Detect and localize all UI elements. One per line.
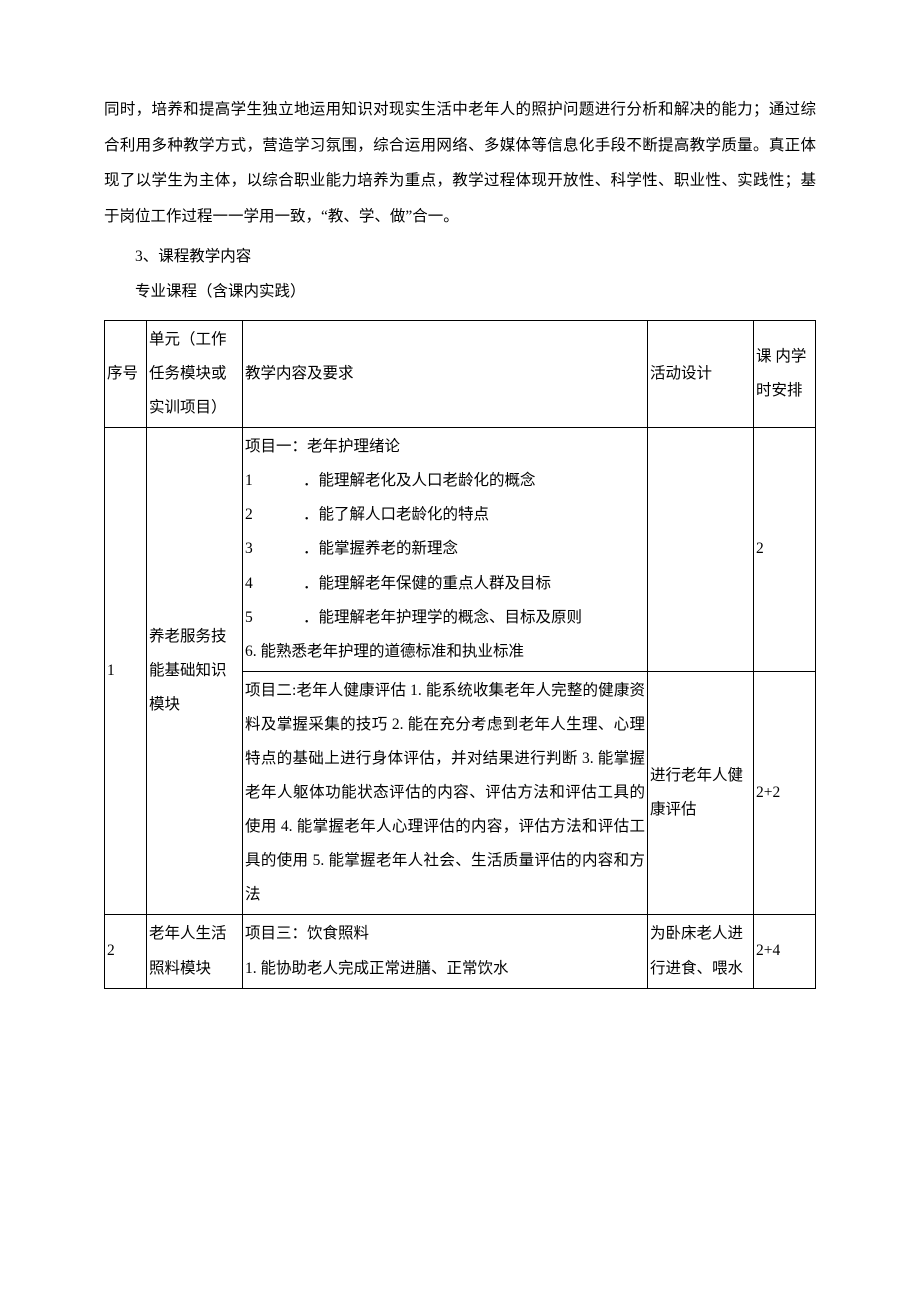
header-hours: 课 内学 时安排 <box>754 320 816 427</box>
project1-item: 2．能了解人口老龄化的特点 <box>245 498 645 532</box>
cell-unit-1: 养老服务技能基础知识模块 <box>147 428 243 915</box>
item-text: ．能理解老年护理学的概念、目标及原则 <box>303 609 582 626</box>
cell-project2: 项目二:老年人健康评估 1. 能系统收集老年人完整的健康资料及掌握采集的技巧 2… <box>243 671 648 915</box>
item-num: 1 <box>245 464 303 498</box>
item-num: 4 <box>245 567 303 601</box>
cell-activity-p1 <box>648 428 754 672</box>
project3-line1: 1. 能协助老人完成正常进膳、正常饮水 <box>245 952 645 986</box>
cell-project1: 项目一：老年护理绪论 1．能理解老化及人口老龄化的概念 2．能了解人口老龄化的特… <box>243 428 648 672</box>
table-row: 1 养老服务技能基础知识模块 项目一：老年护理绪论 1．能理解老化及人口老龄化的… <box>105 428 816 672</box>
item-text: ．能掌握养老的新理念 <box>303 540 458 557</box>
project1-item: 3．能掌握养老的新理念 <box>245 532 645 566</box>
project1-item: 4．能理解老年保健的重点人群及目标 <box>245 567 645 601</box>
project1-title: 项目一：老年护理绪论 <box>245 430 645 464</box>
cell-seq-2: 2 <box>105 915 147 988</box>
sub-heading: 专业课程（含课内实践） <box>104 274 816 310</box>
cell-hours-p1: 2 <box>754 428 816 672</box>
item-text: ．能了解人口老龄化的特点 <box>303 506 489 523</box>
curriculum-table: 序号 单元（工作任务模块或实训项目） 教学内容及要求 活动设计 课 内学 时安排… <box>104 320 816 989</box>
table-header-row: 序号 单元（工作任务模块或实训项目） 教学内容及要求 活动设计 课 内学 时安排 <box>105 320 816 427</box>
section-heading: 3、课程教学内容 <box>104 239 816 275</box>
header-seq: 序号 <box>105 320 147 427</box>
cell-unit-2: 老年人生活照料模块 <box>147 915 243 988</box>
header-content: 教学内容及要求 <box>243 320 648 427</box>
cell-hours-p2: 2+2 <box>754 671 816 915</box>
intro-paragraph: 同时，培养和提高学生独立地运用知识对现实生活中老年人的照护问题进行分析和解决的能… <box>104 92 816 235</box>
cell-seq-1: 1 <box>105 428 147 915</box>
item-num: 5 <box>245 601 303 635</box>
header-unit: 单元（工作任务模块或实训项目） <box>147 320 243 427</box>
cell-hours-p3: 2+4 <box>754 915 816 988</box>
project1-item6: 6. 能熟悉老年护理的道德标准和执业标准 <box>245 635 645 669</box>
table-row: 2 老年人生活照料模块 项目三：饮食照料 1. 能协助老人完成正常进膳、正常饮水… <box>105 915 816 988</box>
item-num: 3 <box>245 532 303 566</box>
project1-item: 1．能理解老化及人口老龄化的概念 <box>245 464 645 498</box>
cell-activity-p3: 为卧床老人进行进食、喂水 <box>648 915 754 988</box>
project3-title: 项目三：饮食照料 <box>245 917 645 951</box>
item-num: 2 <box>245 498 303 532</box>
item-text: ．能理解老化及人口老龄化的概念 <box>303 472 536 489</box>
header-activity: 活动设计 <box>648 320 754 427</box>
cell-project3: 项目三：饮食照料 1. 能协助老人完成正常进膳、正常饮水 <box>243 915 648 988</box>
project1-item: 5．能理解老年护理学的概念、目标及原则 <box>245 601 645 635</box>
cell-activity-p2: 进行老年人健康评估 <box>648 671 754 915</box>
item-text: ．能理解老年保健的重点人群及目标 <box>303 575 551 592</box>
